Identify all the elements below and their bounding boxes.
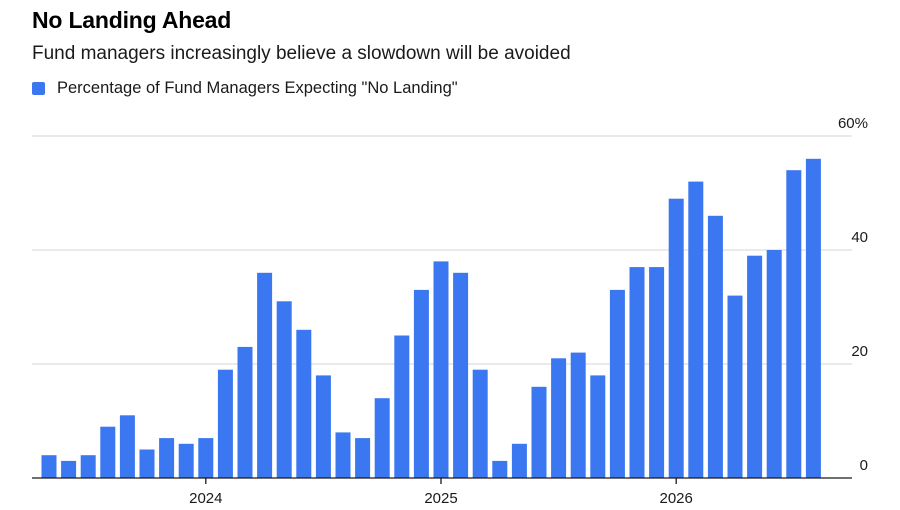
bar [335, 432, 351, 478]
bar [394, 335, 410, 478]
bar [198, 438, 214, 478]
bar [570, 352, 586, 478]
bar [747, 255, 763, 478]
bar [61, 460, 77, 478]
bar [590, 375, 606, 478]
bar [217, 369, 233, 478]
bar [766, 250, 782, 478]
bar [178, 443, 194, 478]
bar [727, 295, 743, 478]
bar [649, 267, 665, 478]
bar [531, 386, 547, 478]
bar [80, 455, 96, 478]
bar [355, 438, 371, 478]
bar [237, 346, 253, 478]
bar [453, 272, 469, 478]
bar [433, 261, 449, 478]
bar [374, 398, 390, 478]
bar [119, 415, 135, 478]
bar [609, 289, 625, 478]
x-tick-label: 2025 [424, 490, 457, 507]
bar [139, 449, 155, 478]
bar [492, 460, 508, 478]
bar [629, 267, 645, 478]
bar [707, 215, 723, 479]
bar [159, 438, 175, 478]
y-tick-label: 20 [851, 343, 868, 360]
y-tick-label: 60% [838, 115, 868, 132]
bar [786, 170, 802, 478]
chart-title: No Landing Ahead [32, 7, 232, 33]
bar [296, 329, 312, 478]
chart-subtitle: Fund managers increasingly believe a slo… [32, 43, 571, 64]
bar [511, 443, 527, 478]
bar [688, 181, 704, 478]
bar [257, 272, 273, 478]
bar [315, 375, 331, 478]
x-tick-label: 2024 [189, 490, 222, 507]
y-tick-label: 0 [860, 457, 868, 474]
bar [276, 301, 292, 478]
bar [668, 198, 684, 478]
bar [805, 158, 821, 479]
bar [472, 369, 488, 478]
bar [551, 358, 567, 478]
legend-swatch [32, 82, 45, 95]
legend: Percentage of Fund Managers Expecting "N… [32, 79, 458, 98]
bar [41, 455, 57, 478]
x-tick-label: 2026 [660, 490, 693, 507]
bar [413, 289, 429, 478]
y-tick-label: 40 [851, 229, 868, 246]
bar [100, 426, 116, 478]
legend-label: Percentage of Fund Managers Expecting "N… [57, 79, 458, 97]
